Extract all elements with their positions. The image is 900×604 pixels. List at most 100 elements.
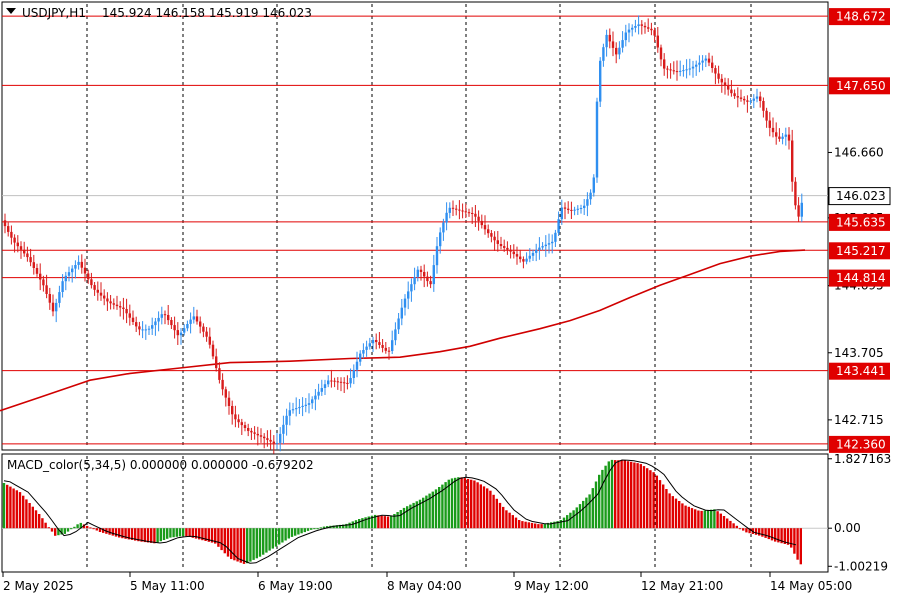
macd-bar-down bbox=[742, 528, 745, 531]
level-price-label: 145.217 bbox=[836, 244, 886, 258]
macd-bar-down bbox=[153, 528, 156, 544]
macd-bar-down bbox=[12, 488, 15, 529]
macd-bar-up bbox=[562, 517, 566, 529]
candle-up bbox=[141, 329, 144, 331]
candle-down bbox=[653, 30, 656, 36]
macd-bar-down bbox=[486, 488, 489, 529]
macd-bar-down bbox=[665, 489, 668, 529]
macd-bar-down bbox=[54, 528, 57, 536]
macd-bar-down bbox=[470, 479, 473, 529]
macd-bar-down bbox=[498, 502, 502, 529]
macd-bar-down bbox=[233, 528, 236, 561]
macd-bar-down bbox=[729, 520, 732, 529]
macd-bar-down bbox=[767, 528, 770, 540]
candle-up bbox=[592, 177, 595, 193]
level-price-box[interactable] bbox=[829, 435, 890, 453]
candle-down bbox=[253, 432, 256, 434]
macd-bar-up bbox=[326, 526, 329, 529]
level-price-box[interactable] bbox=[829, 269, 890, 287]
level-price-label: 145.635 bbox=[836, 215, 886, 229]
candle-down bbox=[736, 96, 739, 98]
candle-up bbox=[435, 246, 439, 266]
candle-down bbox=[775, 132, 778, 137]
candle-down bbox=[480, 220, 483, 226]
candle-down bbox=[778, 136, 781, 139]
candle-down bbox=[96, 289, 99, 293]
candle-down bbox=[23, 249, 26, 254]
macd-bar-down bbox=[207, 528, 210, 542]
candle-down bbox=[35, 268, 39, 274]
macd-bar-up bbox=[345, 523, 348, 529]
macd-bar-down bbox=[687, 506, 690, 529]
candle-up bbox=[695, 64, 698, 67]
candle-down bbox=[522, 259, 525, 262]
macd-bar-up bbox=[70, 528, 73, 530]
candle-down bbox=[659, 47, 663, 60]
level-price-box[interactable] bbox=[829, 242, 890, 260]
candle-down bbox=[643, 25, 647, 28]
macd-bar-down bbox=[9, 486, 12, 529]
macd-bar-down bbox=[377, 515, 380, 529]
macd-bar-down bbox=[780, 528, 783, 544]
candle-down bbox=[723, 82, 727, 86]
candle-up bbox=[407, 291, 410, 299]
candle-down bbox=[771, 127, 775, 133]
macd-bar-down bbox=[777, 528, 780, 543]
candle-down bbox=[768, 120, 771, 128]
macd-bar-down bbox=[690, 508, 694, 529]
candle-down bbox=[656, 35, 659, 48]
macd-bar-up bbox=[249, 528, 252, 562]
candle-up bbox=[179, 332, 183, 336]
macd-bar-up bbox=[588, 494, 591, 529]
macd-bar-down bbox=[118, 528, 121, 538]
macd-bar-down bbox=[639, 464, 642, 529]
macd-bar-up bbox=[585, 497, 588, 529]
macd-bar-up bbox=[710, 509, 713, 529]
candle-down bbox=[202, 326, 205, 332]
candle-up bbox=[624, 32, 627, 41]
macd-bar-up bbox=[79, 522, 82, 529]
macd-bar-down bbox=[527, 522, 530, 529]
candle-down bbox=[112, 303, 115, 305]
macd-bar-down bbox=[620, 460, 623, 529]
macd-tick-label: 1.827163 bbox=[834, 452, 891, 466]
macd-bar-up bbox=[303, 528, 306, 533]
macd-bar-up bbox=[284, 528, 287, 541]
candle-down bbox=[717, 73, 720, 79]
macd-signal-line bbox=[3, 459, 797, 564]
time-axis-label: 9 May 12:00 bbox=[514, 579, 589, 593]
macd-bar-up bbox=[550, 522, 553, 529]
macd-bar-up bbox=[178, 528, 182, 537]
macd-bar-down bbox=[732, 523, 735, 529]
macd-bar-down bbox=[738, 528, 742, 530]
candle-up bbox=[432, 265, 435, 285]
level-price-box[interactable] bbox=[829, 362, 890, 380]
macd-bar-down bbox=[242, 528, 246, 564]
symbol-dropdown-icon[interactable] bbox=[6, 8, 16, 14]
macd-histogram bbox=[2, 459, 828, 565]
horizontal-levels[interactable] bbox=[2, 15, 828, 445]
macd-bar-down bbox=[124, 528, 127, 539]
candle-up bbox=[71, 268, 74, 273]
level-price-box[interactable] bbox=[829, 8, 890, 26]
macd-bar-down bbox=[121, 528, 124, 539]
macd-bar-down bbox=[50, 528, 54, 532]
candle-up bbox=[355, 361, 359, 370]
macd-bar-down bbox=[38, 514, 41, 529]
macd-bar-up bbox=[412, 502, 415, 529]
macd-bar-up bbox=[566, 515, 569, 529]
candle-up bbox=[605, 34, 608, 48]
candle-down bbox=[199, 321, 202, 327]
level-price-box[interactable] bbox=[829, 77, 890, 95]
macd-bar-up bbox=[175, 528, 178, 537]
candle-down bbox=[733, 93, 736, 97]
candle-down bbox=[256, 433, 259, 436]
macd-bar-up bbox=[290, 528, 294, 537]
level-price-box[interactable] bbox=[829, 213, 890, 231]
candle-down bbox=[426, 276, 429, 282]
candle-down bbox=[259, 435, 263, 437]
current-price-box bbox=[828, 187, 891, 206]
candle-down bbox=[19, 246, 23, 250]
